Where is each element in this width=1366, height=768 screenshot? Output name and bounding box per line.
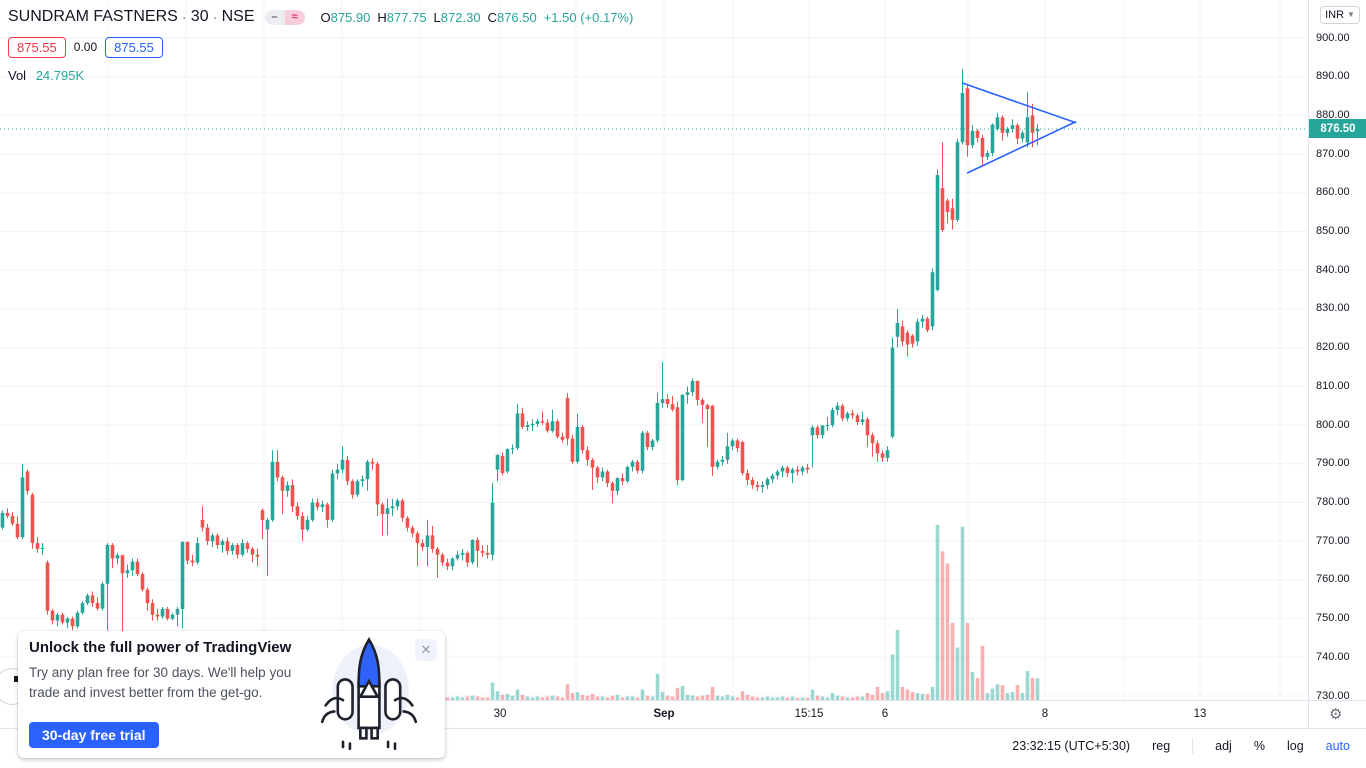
status-bar: 23:32:15 (UTC+5:30) reg adj % log auto	[1012, 738, 1350, 754]
time-axis-label: 6	[881, 708, 889, 720]
price-axis-label: 770.00	[1316, 534, 1350, 547]
price-axis-label: 810.00	[1316, 379, 1350, 392]
time-axis-label: 13	[1193, 708, 1207, 720]
chevron-down-icon: ▼	[1347, 10, 1355, 19]
popup-body-text: Try any plan free for 30 days. We'll hel…	[29, 665, 292, 700]
gear-icon[interactable]: ⚙	[1329, 706, 1343, 723]
tradingview-logo-mark	[14, 676, 20, 682]
sell-price-button[interactable]: 875.55	[8, 36, 66, 58]
status-divider	[1192, 738, 1194, 754]
low-value: 872.30	[440, 9, 481, 25]
change-value: +1.50 (+0.17%)	[543, 9, 634, 25]
price-axis-label: 880.00	[1316, 108, 1350, 121]
popup-title: Unlock the full power of TradingView	[29, 639, 292, 656]
price-axis-label: 760.00	[1316, 573, 1350, 586]
price-axis[interactable]: INR ▼ 900.00 890.00 880.00 870.00 860.00 850.…	[1308, 0, 1366, 729]
axis-separator	[1308, 701, 1309, 729]
price-axis-label: 750.00	[1316, 612, 1350, 625]
time-axis-label: Sep	[653, 708, 675, 720]
separator-dot: ·	[212, 8, 218, 26]
symbol-title[interactable]: SUNDRAM FASTNERS	[8, 8, 178, 25]
trial-popup: Unlock the full power of TradingView Try…	[18, 631, 445, 758]
time-axis-label: 8	[1041, 708, 1049, 720]
session-reg-toggle[interactable]: reg	[1152, 739, 1171, 753]
open-label: O	[320, 9, 331, 25]
high-value: 877.75	[386, 9, 427, 25]
legend-chips: – ≈	[264, 9, 305, 25]
separator-dot: ·	[181, 8, 187, 26]
price-axis-label: 900.00	[1316, 31, 1350, 44]
price-axis-label: 780.00	[1316, 495, 1350, 508]
close-value: 876.50	[496, 9, 537, 25]
buy-price-button[interactable]: 875.55	[105, 36, 163, 58]
price-axis-label: 840.00	[1316, 263, 1350, 276]
ohlc-readout: O875.90 H877.75 L872.30 C876.50 +1.50 (+…	[321, 10, 634, 25]
price-axis-label: 820.00	[1316, 341, 1350, 354]
rocket-illustration	[320, 637, 418, 751]
price-axis-label: 800.00	[1316, 418, 1350, 431]
price-axis-label: 790.00	[1316, 457, 1350, 470]
currency-label: INR	[1325, 9, 1345, 21]
price-axis-label: 850.00	[1316, 225, 1350, 238]
interval-label[interactable]: 30	[190, 8, 209, 25]
last-price-badge: 876.50	[1309, 119, 1366, 139]
dash-chip-icon[interactable]: –	[264, 9, 285, 25]
chart-region[interactable]: SUNDRAM FASTNERS · 30 · NSE – ≈ O875.90 …	[0, 0, 1308, 758]
price-axis-label: 890.00	[1316, 70, 1350, 83]
log-scale-toggle[interactable]: log	[1286, 739, 1304, 753]
currency-dropdown[interactable]: INR ▼	[1320, 6, 1360, 24]
open-value: 875.90	[330, 9, 371, 25]
grid-lines	[0, 0, 1308, 700]
percent-scale-toggle[interactable]: %	[1253, 739, 1265, 753]
time-axis-label: 30	[493, 708, 507, 720]
auto-scale-toggle[interactable]: auto	[1325, 739, 1350, 753]
price-axis-label: 870.00	[1316, 147, 1350, 160]
approx-chip-icon[interactable]: ≈	[284, 9, 305, 25]
free-trial-button[interactable]: 30-day free trial	[29, 722, 159, 748]
clock-readout[interactable]: 23:32:15 (UTC+5:30)	[1012, 739, 1131, 753]
close-icon[interactable]: ✕	[415, 639, 437, 661]
candles-layer	[0, 69, 1040, 640]
volume-value: 24.795K	[35, 68, 85, 83]
spread-value: 0.00	[73, 40, 98, 54]
close-label: C	[487, 9, 497, 25]
price-axis-label: 740.00	[1316, 650, 1350, 663]
chart-legend: SUNDRAM FASTNERS · 30 · NSE – ≈ O875.90 …	[8, 6, 633, 83]
price-axis-label: 830.00	[1316, 302, 1350, 315]
exchange-label[interactable]: NSE	[221, 8, 255, 25]
trendline[interactable]	[961, 82, 1077, 124]
candlestick-chart[interactable]	[0, 0, 1308, 700]
volume-label[interactable]: Vol	[8, 68, 27, 83]
price-axis-label: 730.00	[1316, 689, 1350, 702]
adjust-toggle[interactable]: adj	[1215, 739, 1232, 753]
time-axis-label: 15:15	[794, 708, 824, 720]
high-label: H	[377, 9, 387, 25]
low-label: L	[433, 9, 441, 25]
price-axis-label: 860.00	[1316, 186, 1350, 199]
trendline[interactable]	[966, 120, 1077, 174]
